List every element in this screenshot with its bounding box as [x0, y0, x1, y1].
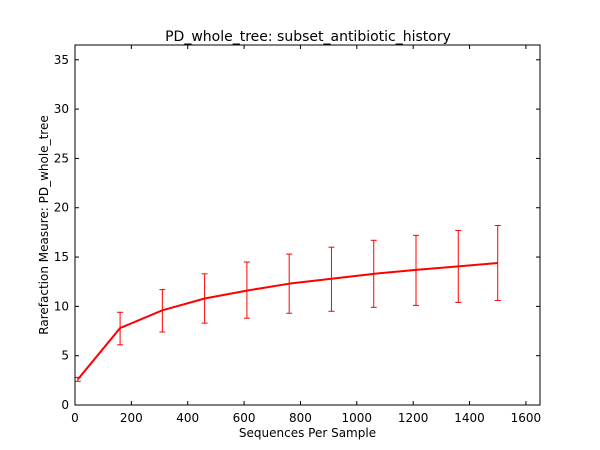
y-tick-label: 25: [54, 151, 69, 165]
x-tick-label: 0: [71, 411, 79, 425]
x-tick-label: 800: [289, 411, 312, 425]
plot-frame: [74, 44, 541, 406]
x-axis-label: Sequences Per Sample: [239, 426, 376, 440]
x-tick-label: 200: [120, 411, 143, 425]
y-tick-label: 15: [54, 250, 69, 264]
y-tick-label: 10: [54, 299, 69, 313]
x-tick-label: 1200: [398, 411, 429, 425]
x-tick-label: 1600: [511, 411, 542, 425]
chart-title: PD_whole_tree: subset_antibiotic_history: [165, 29, 451, 45]
y-tick-label: 30: [54, 102, 69, 116]
x-tick-label: 1400: [454, 411, 485, 425]
y-tick-label: 35: [54, 53, 69, 67]
y-tick-label: 0: [61, 398, 69, 412]
x-tick-label: 1000: [342, 411, 373, 425]
plot-area: 0 200 400 600 800 1000 1200 1400 1600 0 5 10 15 20 25 3…: [54, 45, 541, 425]
y-tick-label: 20: [54, 201, 69, 215]
y-axis-label: Rarefaction Measure: PD_whole_tree: [37, 115, 51, 334]
x-tick-label: 600: [233, 411, 256, 425]
y-tick-label: 5: [61, 349, 69, 363]
x-tick-label: 400: [176, 411, 199, 425]
series-line: [77, 261, 498, 380]
